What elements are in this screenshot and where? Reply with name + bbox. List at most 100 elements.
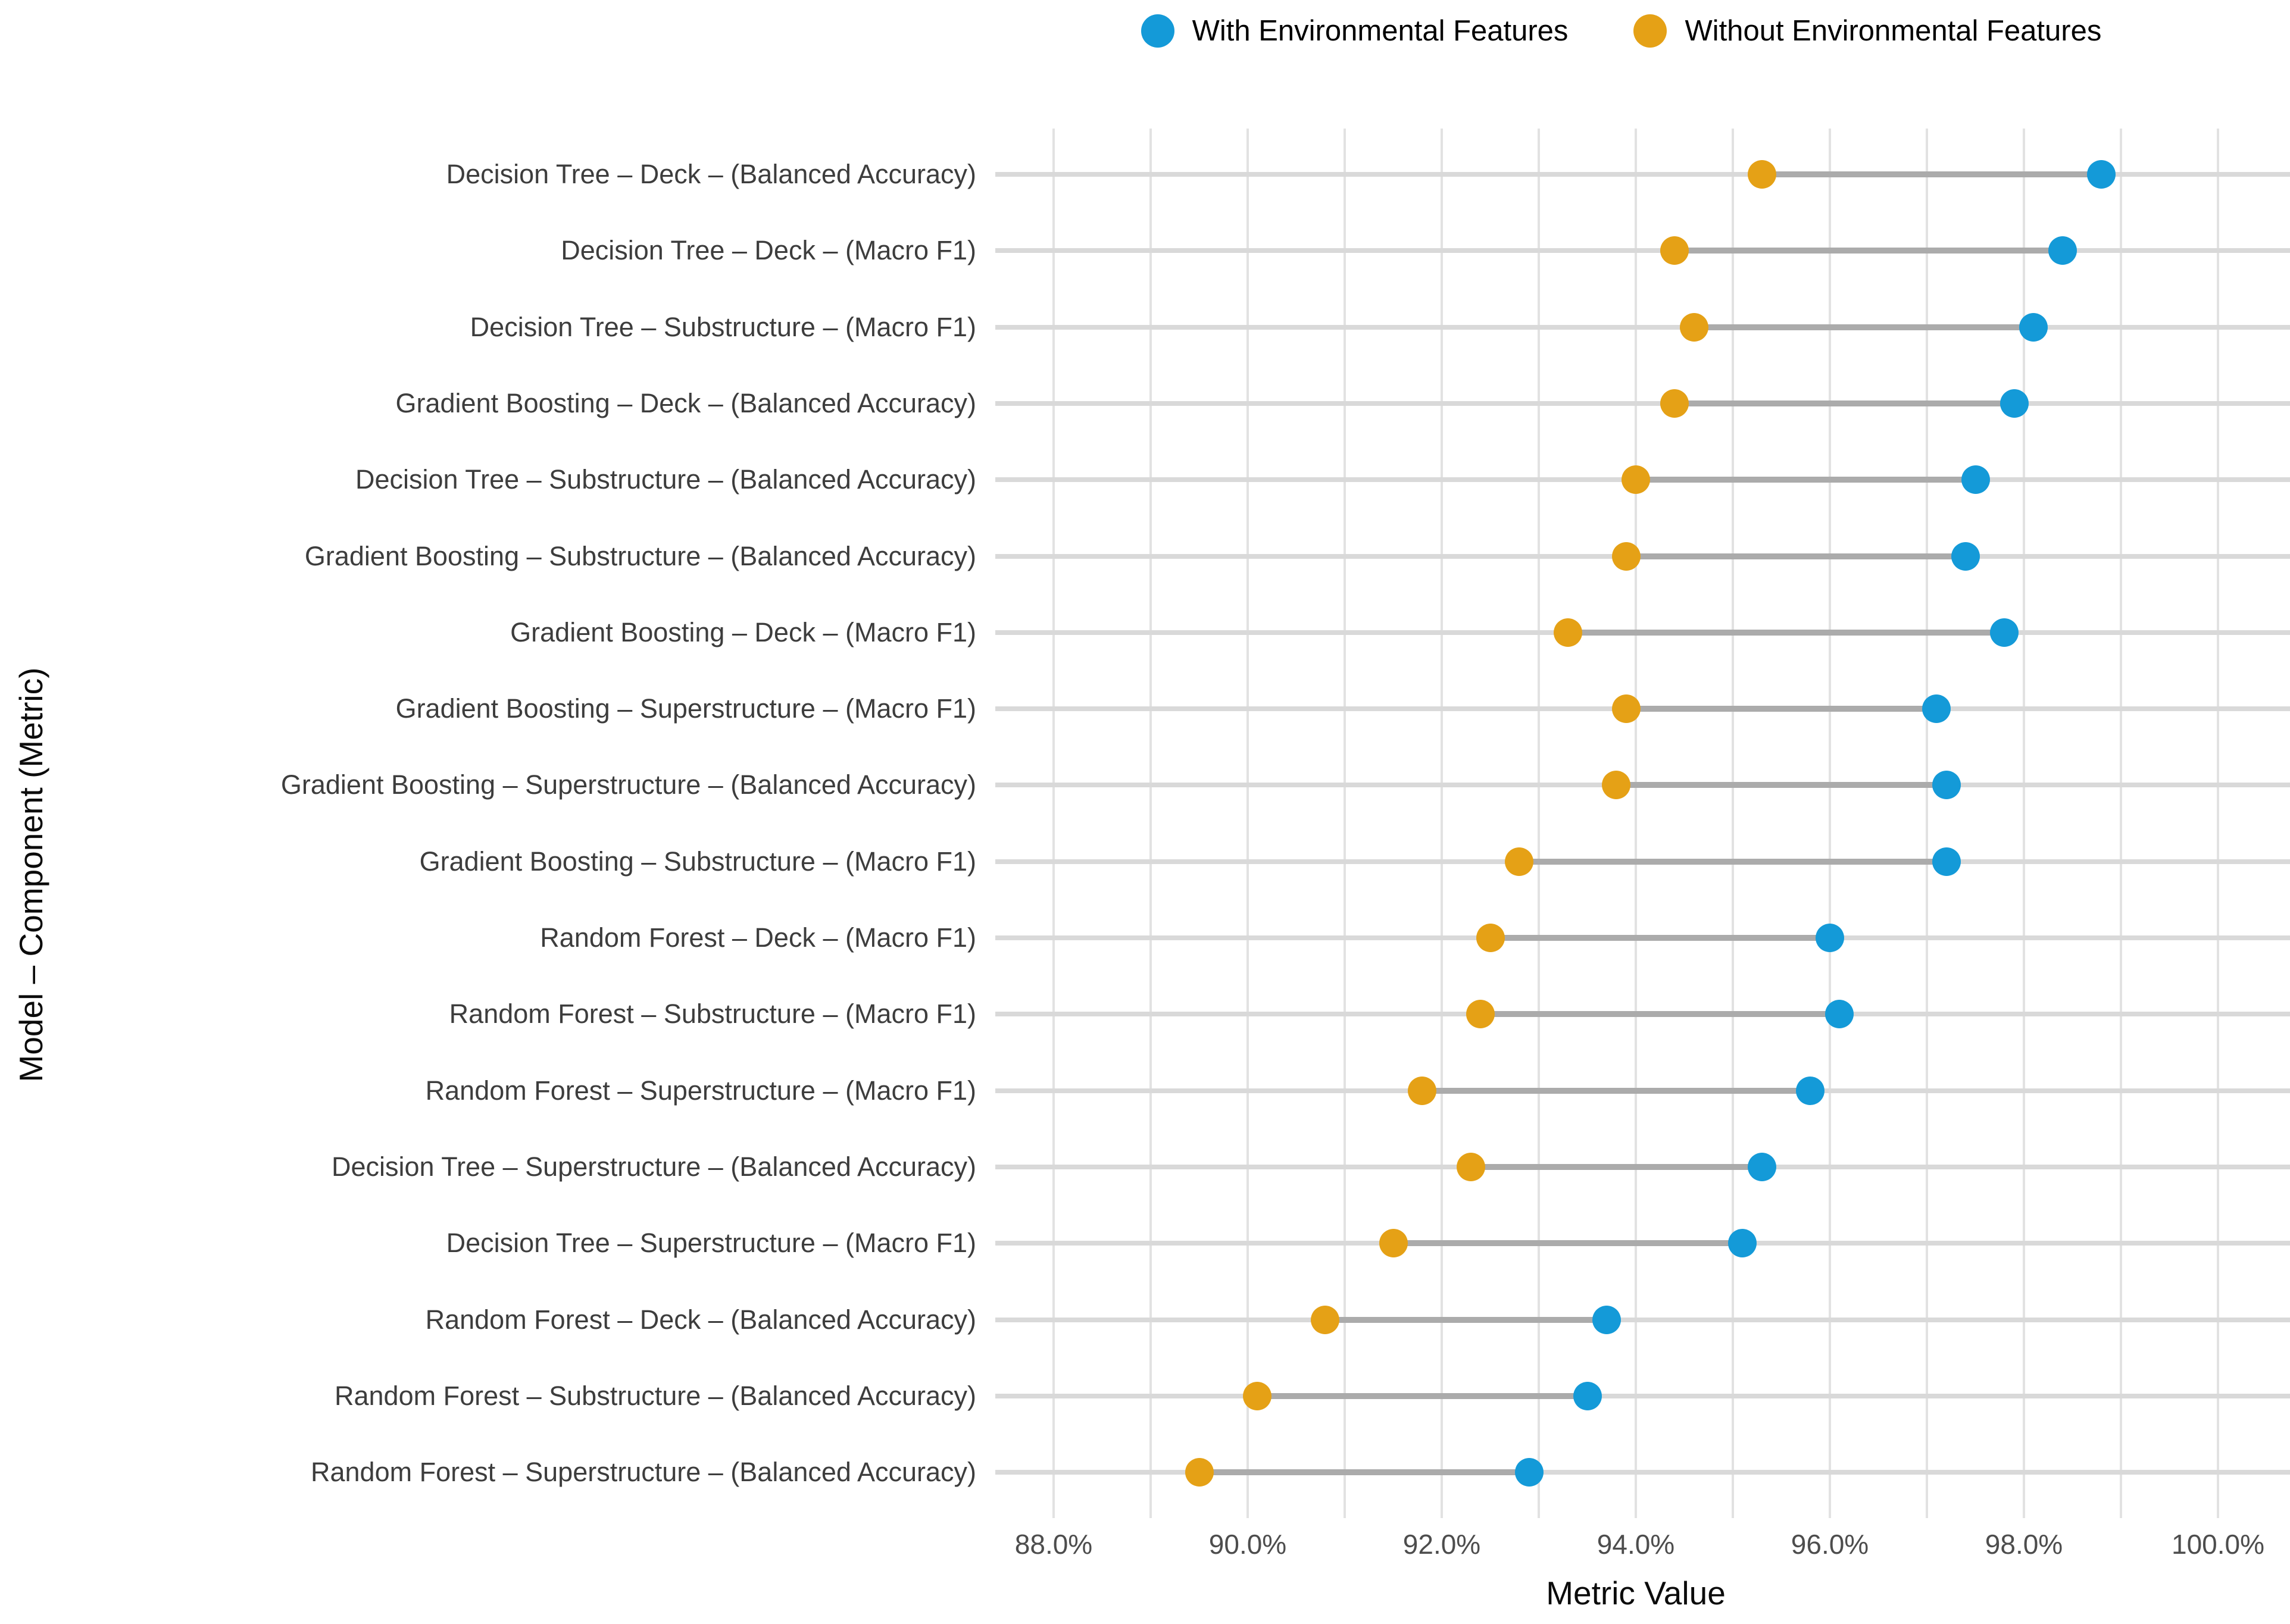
dot-with-env — [1816, 924, 1844, 952]
dot-without-env — [1466, 1000, 1495, 1029]
gridline — [2217, 129, 2219, 1518]
gridline — [1246, 129, 1249, 1518]
dot-with-env — [1990, 618, 2019, 647]
row-connector — [1694, 324, 2034, 330]
gridline — [2120, 129, 2122, 1518]
row-connector — [1519, 858, 1947, 865]
dot-without-env — [1660, 389, 1689, 418]
legend-dot-with-env-icon — [1141, 14, 1174, 48]
gridline — [1635, 129, 1637, 1518]
dot-without-env — [1611, 694, 1641, 724]
row-connector — [1199, 1469, 1529, 1476]
dot-with-env — [1922, 694, 1951, 724]
x-tick-label: 88.0% — [1014, 1529, 1093, 1560]
dot-without-env — [1602, 771, 1631, 800]
legend-dot-without-env-icon — [1633, 14, 1667, 48]
y-axis-label: Random Forest – Superstructure – (Macro … — [425, 1075, 976, 1106]
y-axis-label: Decision Tree – Superstructure – (Macro … — [446, 1228, 976, 1259]
dot-without-env — [1243, 1381, 1272, 1410]
x-tick-label: 94.0% — [1597, 1529, 1675, 1560]
dot-with-env — [1932, 847, 1961, 876]
y-axis-label: Random Forest – Deck – (Balanced Accurac… — [425, 1304, 976, 1335]
y-axis-label: Gradient Boosting – Deck – (Macro F1) — [510, 617, 976, 647]
gridline — [1732, 129, 1734, 1518]
legend-item-without-env: Without Environmental Features — [1633, 14, 2101, 48]
x-tick-label: 98.0% — [1985, 1529, 2063, 1560]
dot-with-env — [1592, 1305, 1622, 1334]
legend-label-without-env: Without Environmental Features — [1685, 15, 2102, 47]
row-connector — [1636, 477, 1976, 483]
row-connector — [1470, 1163, 1762, 1170]
dot-with-env — [2048, 236, 2077, 265]
gridline — [1538, 129, 1540, 1518]
dot-with-env — [1747, 1152, 1776, 1181]
dot-with-env — [1796, 1076, 1825, 1105]
dot-without-env — [1611, 542, 1641, 571]
row-connector — [1567, 629, 2005, 636]
dot-with-env — [1573, 1381, 1602, 1410]
row-guide-line — [995, 324, 2290, 330]
gridline — [1052, 129, 1055, 1518]
y-axis-label: Random Forest – Substructure – (Macro F1… — [449, 999, 976, 1030]
row-guide-line — [995, 1393, 2290, 1398]
dot-without-env — [1660, 236, 1689, 265]
row-connector — [1393, 1240, 1743, 1247]
row-connector — [1325, 1316, 1607, 1323]
row-connector — [1490, 935, 1830, 941]
dot-without-env — [1505, 847, 1534, 876]
legend-label-with-env: With Environmental Features — [1192, 15, 1569, 47]
row-connector — [1480, 1011, 1840, 1018]
dot-without-env — [1311, 1305, 1340, 1334]
gridline — [1926, 129, 1928, 1518]
gridline — [1829, 129, 1831, 1518]
dot-without-env — [1553, 618, 1582, 647]
row-connector — [1626, 553, 1966, 559]
x-tick-label: 90.0% — [1208, 1529, 1287, 1560]
y-axis-label: Decision Tree – Substructure – (Macro F1… — [470, 311, 976, 342]
dot-without-env — [1185, 1458, 1214, 1487]
y-axis-label: Decision Tree – Deck – (Balanced Accurac… — [446, 159, 976, 189]
y-axis-label: Gradient Boosting – Deck – (Balanced Acc… — [395, 387, 977, 418]
y-axis-label: Random Forest – Deck – (Macro F1) — [540, 922, 976, 953]
dot-without-env — [1622, 465, 1650, 495]
y-axis-label: Decision Tree – Superstructure – (Balanc… — [331, 1151, 976, 1182]
y-axis-label: Gradient Boosting – Substructure – (Macr… — [419, 846, 976, 877]
chart-legend: With Environmental Features Without Envi… — [952, 0, 2290, 62]
dot-without-env — [1379, 1229, 1408, 1258]
row-connector — [1422, 1087, 1811, 1094]
gridline — [1441, 129, 1443, 1518]
y-axis-label: Gradient Boosting – Substructure – (Bala… — [304, 540, 976, 571]
row-connector — [1761, 171, 2102, 177]
dot-without-env — [1476, 924, 1505, 952]
y-axis-label: Decision Tree – Deck – (Macro F1) — [561, 235, 976, 266]
dot-with-env — [1951, 542, 1980, 571]
x-axis-title: Metric Value — [1546, 1575, 1726, 1612]
x-tick-label: 92.0% — [1402, 1529, 1481, 1560]
gridline — [1344, 129, 1346, 1518]
row-connector — [1674, 248, 2063, 254]
y-axis-label: Decision Tree – Substructure – (Balanced… — [355, 464, 976, 495]
dot-without-env — [1456, 1152, 1485, 1181]
dot-with-env — [2087, 160, 2116, 189]
x-tick-label: 96.0% — [1791, 1529, 1869, 1560]
dot-without-env — [1408, 1076, 1437, 1105]
row-guide-line — [995, 1317, 2290, 1322]
y-axis-title: Model – Component (Metric) — [13, 667, 49, 1082]
dot-without-env — [1679, 312, 1708, 342]
y-axis-label: Random Forest – Substructure – (Balanced… — [334, 1380, 976, 1411]
row-guide-line — [995, 172, 2290, 177]
x-tick-label: 100.0% — [2171, 1529, 2265, 1560]
y-axis-label: Gradient Boosting – Superstructure – (Ba… — [280, 769, 976, 800]
y-axis-label: Random Forest – Superstructure – (Balanc… — [310, 1457, 976, 1488]
gridline — [2023, 129, 2025, 1518]
dot-with-env — [1728, 1229, 1757, 1258]
row-guide-line — [995, 248, 2290, 254]
dot-without-env — [1747, 160, 1776, 189]
y-axis-label: Gradient Boosting – Superstructure – (Ma… — [395, 693, 976, 724]
row-guide-line — [995, 1470, 2290, 1475]
dot-with-env — [1825, 1000, 1854, 1029]
legend-item-with-env: With Environmental Features — [1141, 14, 1569, 48]
row-connector — [1674, 400, 2014, 406]
